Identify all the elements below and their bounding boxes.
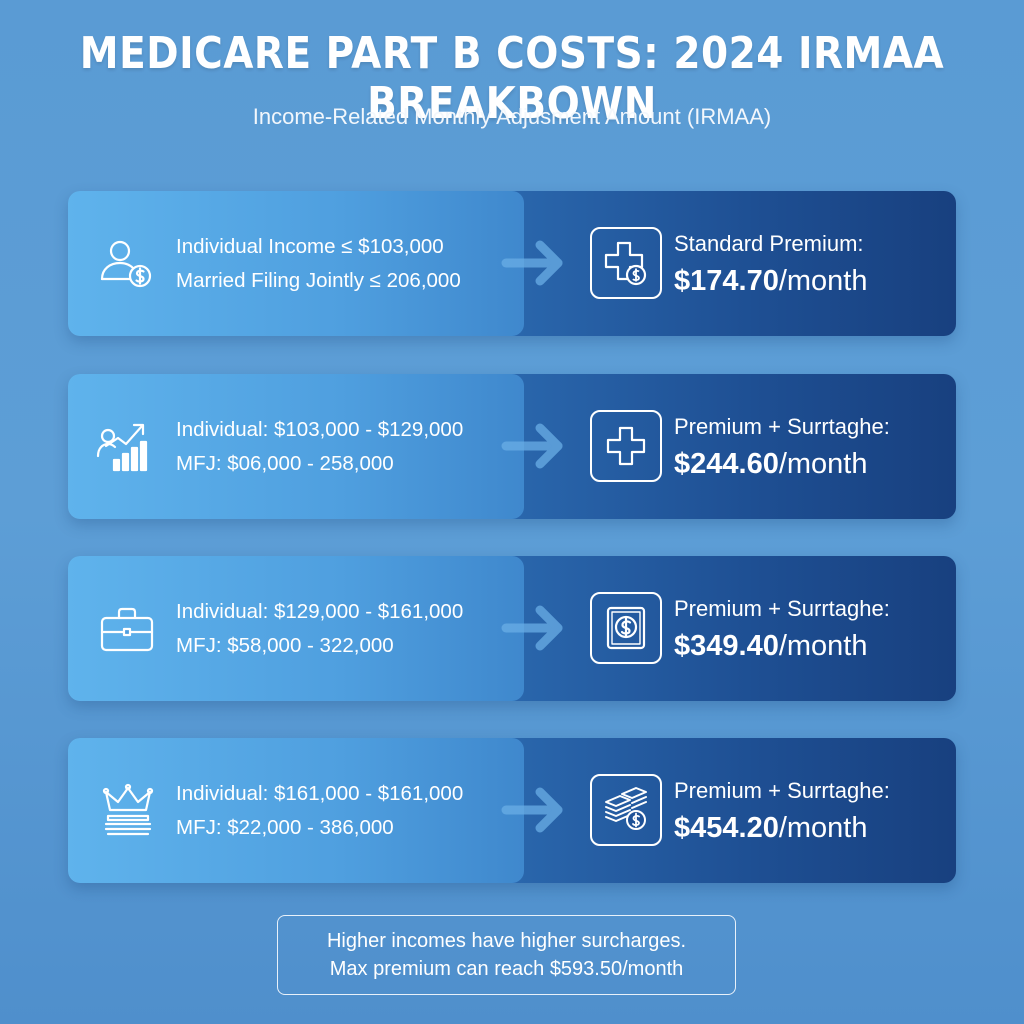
premium-info: Premium + Surrtaghe: $349.40/month xyxy=(674,556,890,701)
premium-amount: $454.20 xyxy=(674,811,779,844)
footer-note-line2: Max premium can reach $593.50/month xyxy=(329,958,684,980)
income-range: Individual Income ≤ $103,000 Married Fil… xyxy=(176,191,461,336)
premium-unit: /month xyxy=(778,264,868,297)
tier-row-standard: Individual Income ≤ $103,000 Married Fil… xyxy=(68,191,956,336)
premium-unit: /month xyxy=(778,447,868,480)
arrow-right-icon xyxy=(501,240,563,286)
premium-unit: /month xyxy=(778,811,868,844)
tier-row-2: Individual: $103,000 - $129,000 MFJ: $06… xyxy=(68,374,956,519)
arrow-right-icon xyxy=(501,605,563,651)
premium-price: $349.40/month xyxy=(674,626,890,666)
footer-note-line1: Higher incomes have higher surcharges. xyxy=(326,930,687,952)
page-subtitle: Income-Related Monthly Adjusment Amount … xyxy=(252,104,772,129)
tier-row-3: Individual: $129,000 - $161,000 MFJ: $58… xyxy=(68,556,956,701)
premium-amount: $244.60 xyxy=(674,447,779,480)
income-joint: MFJ: $58,000 - 322,000 xyxy=(176,633,394,657)
premium-price: $244.60/month xyxy=(674,444,890,484)
income-joint: Married Filing Jointly ≤ 206,000 xyxy=(176,268,461,292)
premium-price: $454.20/month xyxy=(674,808,890,848)
page-title: MEDICARE PART B COSTS: 2024 IRMAA BREAKB… xyxy=(79,28,945,130)
premium-amount: $349.40 xyxy=(674,629,779,662)
arrow-right-icon xyxy=(501,787,563,833)
premium-label: Premium + Surrtaghe: xyxy=(674,595,890,621)
premium-info: Standard Premium: $174.70/month xyxy=(674,191,868,336)
income-individual: Individual Income ≤ $103,000 xyxy=(176,234,444,258)
premium-label: Standard Premium: xyxy=(674,230,864,256)
income-joint: MFJ: $22,000 - 386,000 xyxy=(176,815,394,839)
person-dollar-icon xyxy=(100,240,152,288)
footer-note: Higher incomes have higher surcharges. M… xyxy=(277,915,736,995)
premium-label: Premium + Surrtaghe: xyxy=(674,777,890,803)
income-individual: Individual: $161,000 - $161,000 xyxy=(176,781,464,805)
income-range: Individual: $129,000 - $161,000 MFJ: $58… xyxy=(176,556,463,701)
medical-cross-dollar-icon xyxy=(590,227,662,299)
income-range: Individual: $103,000 - $129,000 MFJ: $06… xyxy=(176,374,463,519)
dollar-bill-icon xyxy=(590,592,662,664)
tier-row-4: Individual: $161,000 - $161,000 MFJ: $22… xyxy=(68,738,956,883)
income-individual: Individual: $129,000 - $161,000 xyxy=(176,599,464,623)
arrow-right-icon xyxy=(501,423,563,469)
money-stack-icon xyxy=(590,774,662,846)
medical-cross-icon xyxy=(590,410,662,482)
premium-unit: /month xyxy=(778,629,868,662)
premium-info: Premium + Surrtaghe: $454.20/month xyxy=(674,738,890,883)
income-range: Individual: $161,000 - $161,000 MFJ: $22… xyxy=(176,738,463,883)
premium-price: $174.70/month xyxy=(674,261,868,301)
crown-money-icon xyxy=(102,783,154,836)
premium-label: Premium + Surrtaghe: xyxy=(674,413,890,439)
premium-info: Premium + Surrtaghe: $244.60/month xyxy=(674,374,890,519)
premium-amount: $174.70 xyxy=(674,264,779,297)
income-joint: MFJ: $06,000 - 258,000 xyxy=(176,451,394,475)
income-individual: Individual: $103,000 - $129,000 xyxy=(176,417,464,441)
growth-chart-icon xyxy=(96,423,148,472)
briefcase-icon xyxy=(100,607,154,652)
